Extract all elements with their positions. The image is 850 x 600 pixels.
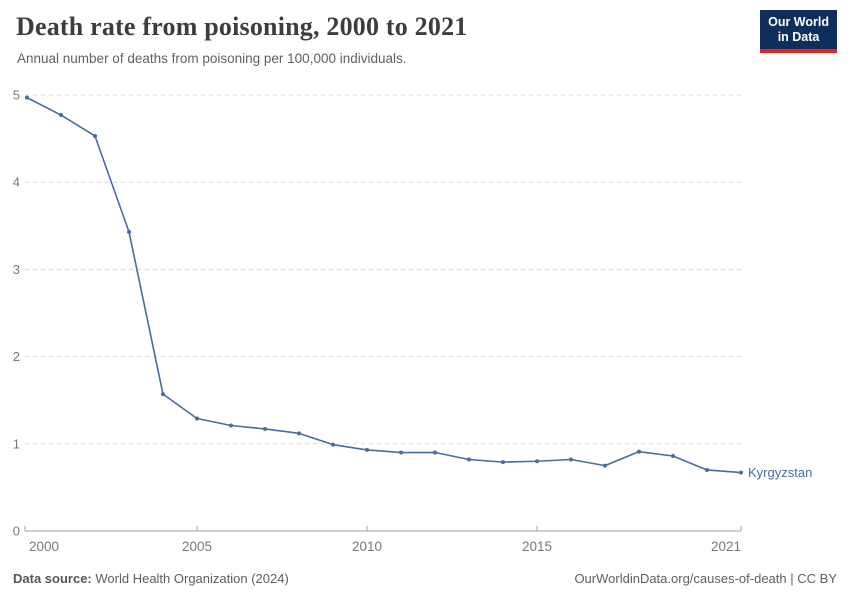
data-point[interactable] [637,449,641,454]
x-tick-label: 2010 [352,539,382,554]
data-point[interactable] [263,426,267,431]
y-tick-label: 5 [13,88,20,103]
data-point[interactable] [297,431,301,436]
y-tick-label: 2 [13,349,20,364]
x-tick-label: 2000 [29,539,59,554]
chart-subtitle: Annual number of deaths from poisoning p… [17,51,407,66]
y-tick-label: 4 [13,175,20,190]
data-point[interactable] [671,454,675,459]
data-point[interactable] [127,229,131,234]
data-point[interactable] [739,470,743,475]
license-label: CC BY [797,571,837,586]
data-point[interactable] [365,447,369,452]
data-point[interactable] [535,459,539,464]
page-title: Death rate from poisoning, 2000 to 2021 [16,12,468,41]
data-point[interactable] [161,392,165,397]
data-point[interactable] [331,442,335,447]
data-point[interactable] [433,450,437,455]
data-point[interactable] [569,457,573,462]
data-point[interactable] [229,423,233,428]
data-point[interactable] [467,457,471,462]
data-source-label: Data source: [13,571,92,586]
entity-label[interactable]: Kyrgyzstan [748,465,812,480]
owid-logo[interactable]: Our World in Data [760,10,837,53]
y-tick-label: 3 [13,262,20,277]
data-line[interactable] [26,96,742,474]
data-point[interactable] [501,460,505,465]
y-tick-label: 1 [13,436,20,451]
y-tick-label: 0 [13,524,20,539]
data-point[interactable] [93,133,97,138]
x-tick-label: 2005 [182,539,212,554]
data-point[interactable] [705,467,709,472]
data-point[interactable] [195,416,199,421]
data-point[interactable] [25,95,29,100]
data-point[interactable] [603,463,607,468]
data-source-value: World Health Organization (2024) [95,571,289,586]
owid-logo-line2: in Data [777,30,820,44]
data-point[interactable] [59,113,63,118]
x-tick-label: 2015 [522,539,552,554]
footer-attribution: OurWorldinData.org/causes-of-death | CC … [574,571,837,586]
owid-logo-line1: Our World [768,15,829,29]
data-source-note: Data source: World Health Organization (… [13,571,289,586]
x-tick-label: 2021 [711,539,741,554]
footer-divider: | [790,571,798,586]
owid-url-link[interactable]: OurWorldinData.org/causes-of-death [574,571,787,586]
data-point[interactable] [399,450,403,455]
